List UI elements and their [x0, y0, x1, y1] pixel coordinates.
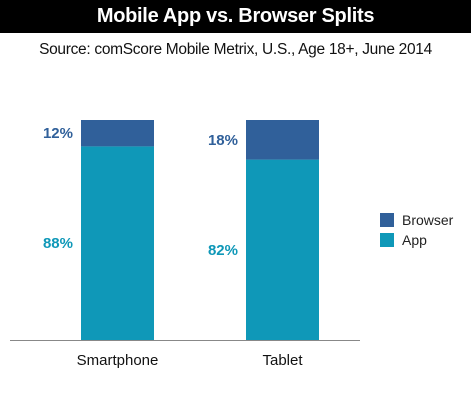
- data-label-browser-smartphone: 12%: [43, 125, 73, 142]
- legend-item-browser: Browser: [380, 210, 453, 230]
- bar-app-tablet: [246, 159, 319, 340]
- legend-label-app: App: [402, 232, 427, 248]
- x-tick-label-tablet: Tablet: [262, 352, 303, 369]
- bar-browser-tablet: [246, 120, 319, 160]
- legend-label-browser: Browser: [402, 212, 454, 228]
- data-label-browser-tablet: 18%: [208, 132, 238, 149]
- bar-browser-smartphone: [81, 120, 154, 147]
- bar-app-smartphone: [81, 146, 154, 340]
- legend-item-app: App: [380, 230, 453, 250]
- chart-subtitle: Source: comScore Mobile Metrix, U.S., Ag…: [39, 41, 432, 58]
- legend-swatch-browser: [380, 213, 394, 227]
- legend: Browser App: [380, 210, 453, 250]
- legend-swatch-app: [380, 233, 394, 247]
- x-tick-label-smartphone: Smartphone: [77, 352, 159, 369]
- data-label-app-smartphone: 88%: [43, 235, 73, 252]
- data-label-app-tablet: 82%: [208, 242, 238, 259]
- chart-title: Mobile App vs. Browser Splits: [0, 0, 471, 33]
